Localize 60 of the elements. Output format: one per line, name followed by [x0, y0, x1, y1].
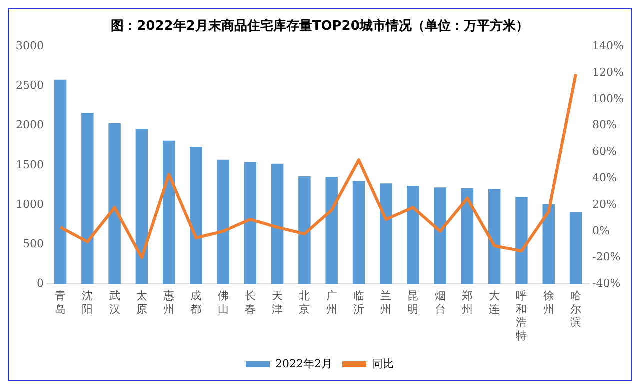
bar: [434, 188, 446, 284]
bar: [542, 204, 555, 284]
y2-tick-label: 140%: [592, 39, 624, 52]
bar: [162, 140, 176, 284]
x-tick-label: 兰州: [380, 290, 392, 316]
bar: [461, 188, 474, 284]
x-tick-label: 昆明: [408, 290, 419, 316]
x-tick-label: 沈阳: [82, 290, 94, 316]
x-tick-label: 广州: [326, 290, 338, 316]
x-tick-label: 临沂: [353, 290, 364, 316]
x-tick-label: 佛山: [218, 290, 229, 316]
y2-tick-label: -40%: [592, 277, 621, 290]
y-tick-label: 500: [22, 237, 44, 250]
bar: [54, 80, 67, 284]
y2-tick-label: 20%: [592, 198, 618, 211]
bar: [298, 176, 311, 284]
y2-tick-label: 0%: [592, 224, 610, 238]
x-tick-label: 天津: [272, 290, 284, 316]
bar: [488, 189, 501, 284]
bar: [407, 186, 420, 284]
x-tick-label: 大连: [489, 290, 500, 316]
bar: [516, 197, 528, 284]
bar: [190, 147, 202, 284]
y2-tick-label: 80%: [592, 118, 618, 132]
y2-tick-label: -20%: [592, 250, 621, 264]
x-tick-label: 北京: [299, 290, 310, 316]
y-tick-label: 2000: [16, 118, 44, 132]
chart-title: 图：2022年2月末商品住宅库存量TOP20城市情况（单位：万平方米）: [111, 18, 529, 34]
bar: [108, 123, 121, 284]
bar: [82, 113, 94, 284]
y2-tick-label: 100%: [592, 92, 624, 106]
x-tick-label: 徐州: [543, 290, 554, 316]
x-tick-label: 武汉: [109, 290, 120, 316]
y-tick-label: 1000: [16, 198, 44, 211]
x-tick-label: 烟台: [434, 290, 446, 316]
x-tick-label: 哈尔滨: [570, 290, 582, 330]
bar: [326, 177, 338, 284]
bar: [217, 160, 230, 284]
y2-tick-label: 120%: [592, 66, 624, 79]
bar: [570, 212, 582, 284]
y2-tick-label: 60%: [592, 145, 618, 158]
bar: [271, 164, 284, 284]
bar: [352, 181, 366, 284]
y-tick-label: 2500: [16, 79, 44, 92]
x-tick-label: 青岛: [55, 290, 66, 316]
legend-label: 同比: [372, 357, 394, 370]
x-tick-label: 郑州: [462, 290, 473, 316]
bar: [136, 128, 148, 284]
y-tick-label: 0: [36, 277, 44, 290]
x-tick-label: 成都: [190, 290, 202, 316]
x-tick-label: 呼和浩特: [516, 290, 528, 342]
x-tick-label: 长春: [244, 290, 256, 316]
bar: [244, 162, 257, 284]
y2-tick-label: 40%: [592, 171, 618, 184]
y-tick-label: 3000: [16, 39, 44, 52]
bar: [380, 184, 392, 284]
x-tick-label: 惠州: [162, 290, 175, 316]
x-tick-label: 太原: [136, 290, 148, 316]
y-tick-label: 1500: [16, 158, 44, 172]
legend-label: 2022年2月: [276, 357, 333, 370]
